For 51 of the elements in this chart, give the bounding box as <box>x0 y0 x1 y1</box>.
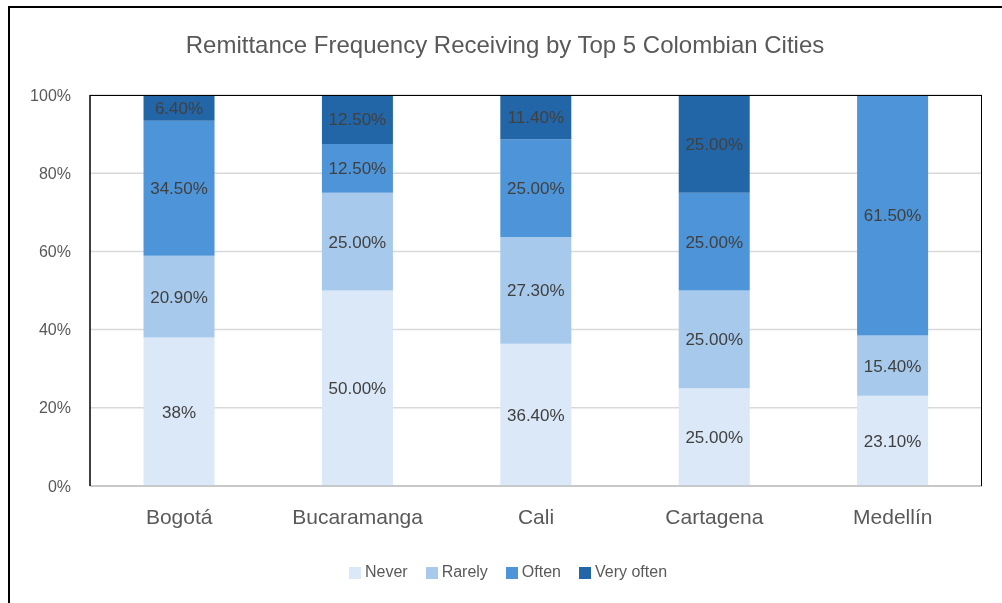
y-tick-label: 20% <box>38 399 71 417</box>
y-tick-label: 60% <box>38 243 71 261</box>
data-label: 25.00% <box>685 428 744 448</box>
bar <box>678 192 750 291</box>
data-label: 25.00% <box>506 179 565 199</box>
y-tick-label: 100% <box>30 86 71 104</box>
data-label: 25.00% <box>328 232 387 252</box>
data-label: 38% <box>162 402 197 422</box>
y-tick-label: 40% <box>38 321 71 339</box>
bar <box>321 143 393 193</box>
x-tick-label: Bogotá <box>145 504 213 528</box>
x-tick-label: Cartagena <box>665 504 764 528</box>
data-label: 20.90% <box>150 287 208 307</box>
y-tick-label: 80% <box>38 164 71 182</box>
data-label: 25.00% <box>685 232 744 252</box>
data-label: 12.50% <box>328 159 387 179</box>
legend-label: Very often <box>595 563 668 580</box>
x-tick-label: Cali <box>517 504 555 528</box>
bar <box>678 290 750 389</box>
legend-label: Often <box>521 563 561 580</box>
data-label: 25.00% <box>685 134 744 154</box>
bar <box>678 388 750 486</box>
data-label: 6.40% <box>154 99 204 119</box>
chart-title: Remittance Frequency Receiving by Top 5 Colombian Cities <box>184 30 826 60</box>
data-label: 61.50% <box>863 206 922 226</box>
x-tick-label: Medellín <box>853 504 933 528</box>
data-label: 50.00% <box>328 379 387 399</box>
bar <box>857 335 929 396</box>
bar <box>143 255 215 338</box>
bar <box>143 337 215 486</box>
data-label: 12.50% <box>328 110 387 130</box>
bar <box>500 343 572 486</box>
data-label: 25.00% <box>685 330 744 350</box>
bar <box>500 236 572 344</box>
data-label: 36.40% <box>506 405 565 425</box>
y-tick-label: 0% <box>47 477 71 495</box>
bar <box>321 192 393 291</box>
data-label: 34.50% <box>150 179 208 199</box>
bar <box>143 120 215 256</box>
bar <box>500 139 572 237</box>
bar <box>321 290 393 486</box>
bar <box>857 395 929 486</box>
data-label: 15.40% <box>863 356 922 376</box>
legend-label: Rarely <box>441 563 488 580</box>
data-label: 11.40% <box>507 108 565 128</box>
data-label: 27.30% <box>506 281 565 301</box>
legend-label: Never <box>364 563 408 580</box>
bar <box>678 95 750 193</box>
x-tick-label: Bucaramanga <box>292 504 424 528</box>
data-label: 23.10% <box>863 431 922 451</box>
bar <box>857 95 929 336</box>
